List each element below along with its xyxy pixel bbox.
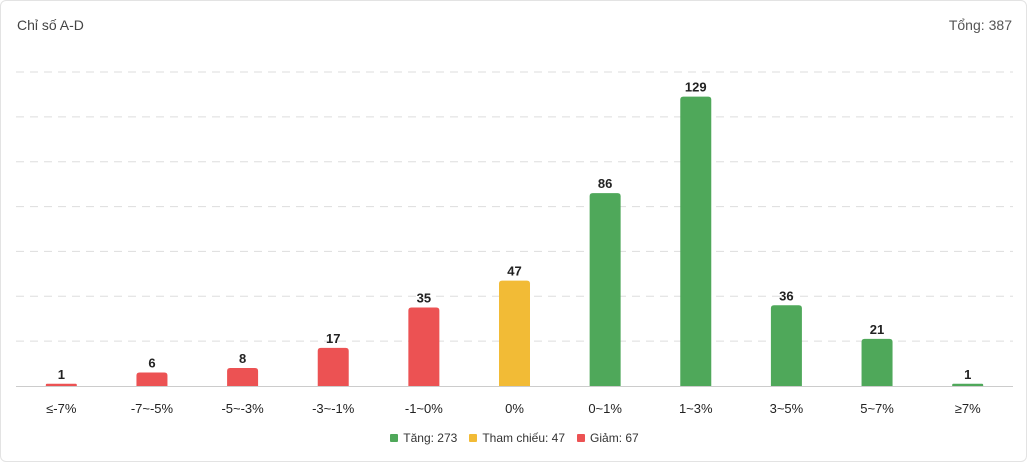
total-label: Tổng: [948, 17, 985, 33]
x-tick-label-2: -5~-3% [221, 401, 264, 416]
x-tick-label-0: ≤-7% [46, 401, 77, 416]
data-label-9: 21 [870, 322, 884, 337]
bar-0[interactable] [45, 383, 77, 386]
x-tick-label-1: -7~-5% [131, 401, 174, 416]
data-label-1: 6 [148, 356, 155, 371]
data-label-6: 86 [598, 176, 612, 191]
bars [45, 96, 984, 387]
x-tick-label-4: -1~0% [405, 401, 443, 416]
total-value: 387 [988, 17, 1012, 33]
x-tick-label-7: 1~3% [679, 401, 713, 416]
x-tick-label-8: 3~5% [770, 401, 804, 416]
legend-item-2[interactable]: Giảm: 67 [577, 431, 639, 445]
legend: Tăng: 273 Tham chiếu: 47 Giảm: 67 [0, 431, 1029, 445]
x-tick-label-10: ≥7% [955, 401, 981, 416]
x-axis-ticks: ≤-7% -7~-5% -5~-3% -3~-1% -1~0% 0% 0~1% 1~3% 3~5… [46, 401, 981, 416]
bar-1[interactable] [136, 372, 168, 386]
legend-label: Tăng: 273 [403, 431, 458, 445]
grid-lines [16, 71, 1013, 387]
data-labels: 1 6 8 17 35 47 86 129 36 21 1 [58, 80, 972, 382]
x-tick-label-5: 0% [505, 401, 524, 416]
bar-5[interactable] [499, 280, 530, 386]
legend-label: Giảm: 67 [590, 431, 639, 445]
data-label-5: 47 [507, 264, 521, 279]
bar-10[interactable] [952, 383, 984, 386]
data-label-0: 1 [58, 367, 65, 382]
data-label-10: 1 [964, 367, 971, 382]
total-count: Tổng: 387 [945, 17, 1012, 33]
legend-label: Tham chiếu: 47 [482, 431, 566, 445]
x-tick-label-6: 0~1% [588, 401, 622, 416]
bar-9[interactable] [861, 338, 893, 386]
legend-swatch [390, 434, 399, 442]
bar-6[interactable] [589, 193, 621, 386]
data-label-4: 35 [417, 291, 431, 306]
bar-7[interactable] [680, 96, 712, 387]
x-tick-label-3: -3~-1% [312, 401, 355, 416]
data-label-8: 36 [779, 288, 793, 303]
bar-4[interactable] [408, 307, 440, 387]
legend-item-0[interactable]: Tăng: 273 [390, 431, 457, 445]
bar-3[interactable] [317, 347, 349, 386]
data-label-2: 8 [239, 351, 246, 366]
legend-item-1[interactable]: Tham chiếu: 47 [469, 431, 565, 445]
data-label-7: 129 [685, 80, 707, 95]
bar-8[interactable] [770, 305, 802, 386]
bar-2[interactable] [227, 368, 259, 386]
chart-title: Chỉ số A-D [17, 17, 84, 33]
x-tick-label-9: 5~7% [860, 401, 894, 416]
legend-swatch [469, 434, 478, 442]
data-label-3: 17 [326, 331, 340, 346]
legend-swatch [577, 434, 586, 442]
